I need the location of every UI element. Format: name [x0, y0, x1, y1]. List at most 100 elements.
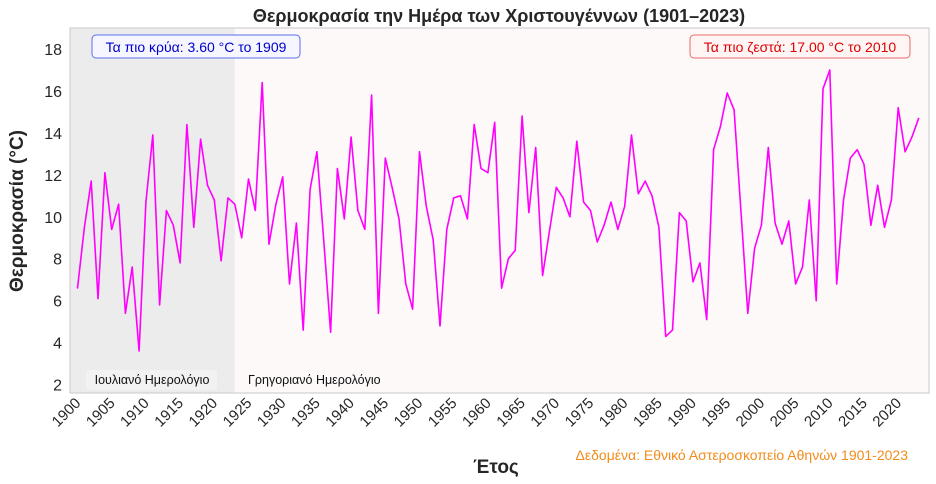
data-point — [111, 228, 113, 230]
data-point — [719, 125, 722, 128]
x-tick-label: 1900 — [49, 395, 85, 431]
data-point — [781, 243, 783, 245]
x-tick-label: 1910 — [117, 395, 153, 431]
x-tick-label: 2000 — [733, 395, 769, 431]
data-point — [603, 224, 605, 226]
data-point — [323, 239, 325, 241]
data-point — [336, 167, 339, 170]
data-points — [76, 69, 920, 352]
data-point — [870, 224, 872, 226]
data-point — [234, 203, 236, 205]
data-point — [712, 149, 715, 151]
data-point — [897, 107, 899, 109]
y-tick-label: 6 — [53, 294, 62, 311]
data-point — [316, 151, 318, 153]
data-point — [596, 241, 598, 243]
data-point — [76, 287, 79, 289]
data-point — [651, 195, 653, 197]
data-point — [610, 201, 612, 203]
x-tick-label: 1905 — [83, 395, 119, 431]
data-point — [206, 184, 209, 186]
data-point — [856, 149, 858, 151]
data-point — [377, 312, 380, 314]
data-point — [90, 180, 92, 182]
data-point — [275, 203, 277, 205]
data-point — [671, 329, 674, 331]
data-point — [665, 335, 667, 337]
data-point — [699, 262, 701, 264]
data-point — [405, 283, 407, 285]
data-point — [624, 205, 626, 207]
y-tick-label: 14 — [44, 126, 62, 143]
data-point — [842, 199, 845, 201]
data-point — [261, 81, 263, 84]
data-point — [453, 197, 455, 199]
data-point — [685, 220, 687, 222]
data-point — [124, 312, 126, 314]
x-tick-label: 1980 — [596, 395, 632, 431]
data-point — [384, 157, 386, 159]
y-tick-label: 8 — [53, 252, 62, 269]
x-tick-label: 1930 — [254, 395, 290, 431]
y-tick-label: 10 — [44, 210, 62, 227]
data-point — [541, 274, 544, 277]
x-tick-label: 1950 — [391, 395, 427, 431]
x-tick-label: 1995 — [698, 395, 734, 431]
data-point — [459, 195, 462, 197]
x-tick-label: 1955 — [425, 395, 461, 431]
data-point — [172, 224, 174, 226]
x-tick-label: 1975 — [562, 395, 598, 431]
y-tick-label: 12 — [44, 168, 62, 185]
data-point — [193, 226, 195, 228]
data-point — [425, 205, 427, 207]
data-point — [268, 243, 270, 245]
data-point — [726, 92, 728, 94]
data-point — [528, 211, 530, 214]
data-point — [815, 300, 817, 302]
x-tick-label: 1990 — [664, 395, 700, 431]
data-source-note: Δεδομένα: Εθνικό Αστεροσκοπείο Αθηνών 19… — [576, 447, 909, 463]
x-tick-label: 1960 — [459, 395, 495, 431]
data-point — [877, 184, 879, 186]
shaded-region-1 — [234, 28, 930, 393]
data-point — [83, 226, 85, 228]
data-point — [569, 216, 571, 218]
data-point — [863, 163, 865, 165]
y-axis-label: Θερμοκρασία (°C) — [7, 130, 28, 292]
data-point — [329, 331, 332, 333]
warmest-annotation-box — [689, 34, 911, 59]
data-point — [254, 209, 256, 212]
x-tick-label: 1920 — [186, 395, 222, 431]
data-point — [644, 180, 646, 182]
shaded-region-0 — [70, 28, 235, 393]
data-point — [357, 209, 359, 212]
data-point — [507, 258, 509, 260]
data-point — [200, 138, 202, 140]
x-tick-label: 1970 — [527, 395, 563, 431]
data-point — [576, 140, 578, 142]
data-point — [220, 260, 222, 262]
shaded-regions — [70, 28, 930, 393]
data-point — [754, 247, 756, 249]
data-point — [432, 239, 434, 241]
data-point — [555, 186, 557, 189]
data-point — [890, 199, 892, 201]
y-tick-label: 4 — [53, 336, 62, 353]
data-point — [398, 218, 400, 220]
y-axis-ticks: 2 4 6 8 10 12 14 16 18 — [44, 42, 62, 395]
data-point — [288, 283, 291, 285]
data-point — [829, 69, 831, 71]
temperature-line — [76, 69, 920, 352]
data-point — [589, 209, 592, 212]
data-point — [371, 94, 373, 96]
data-point — [658, 226, 660, 228]
data-point — [521, 115, 523, 117]
data-point — [97, 298, 99, 300]
data-point — [637, 193, 639, 195]
y-tick-label: 18 — [44, 42, 62, 59]
data-point — [295, 222, 297, 224]
data-point — [904, 151, 906, 153]
data-point — [788, 220, 790, 222]
data-point — [494, 121, 496, 123]
x-axis-label: Έτος — [473, 457, 519, 478]
